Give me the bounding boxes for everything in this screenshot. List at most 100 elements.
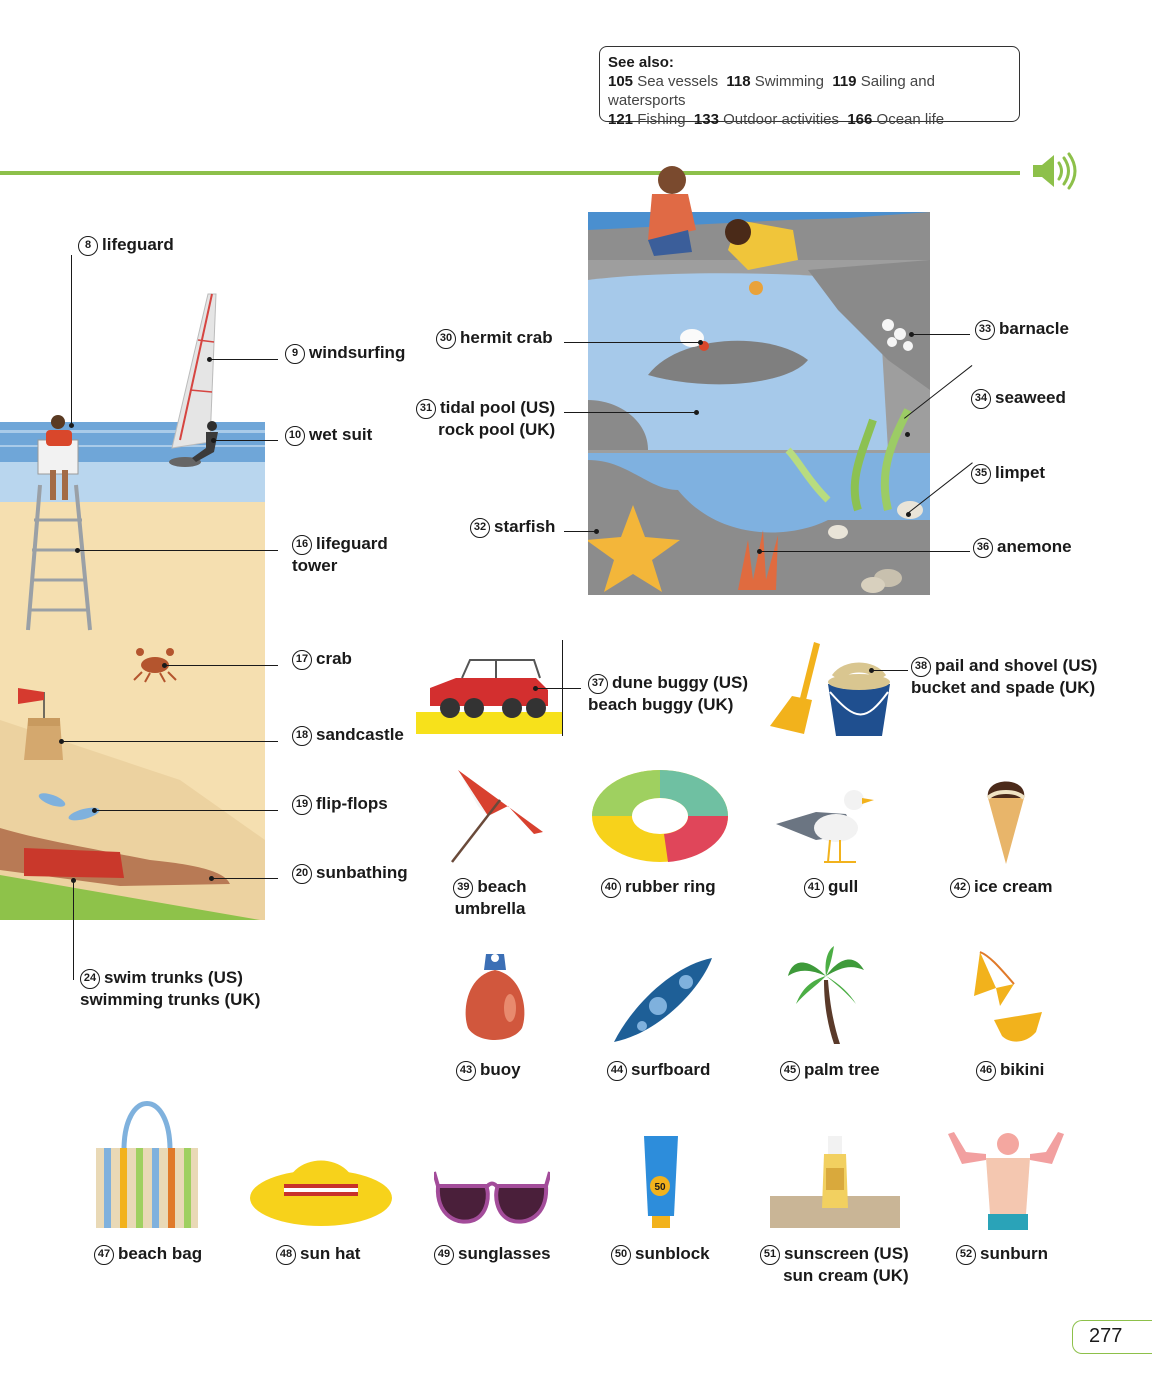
rock-pool-illustration [588,166,930,595]
leader-line [78,550,278,551]
label-text: anemone [997,537,1072,556]
label-number: 50 [611,1245,631,1265]
label-text-line2: tower [292,556,338,575]
starfish [588,505,680,592]
label-sunburn: 52 sunburn [956,1243,1048,1265]
page-number: 277 [1072,1320,1152,1354]
label-number: 31 [416,399,436,419]
ref-page[interactable]: 118 [726,73,751,90]
label-text: sunscreen (US) [784,1244,909,1263]
ref-topic[interactable]: Sea vessels [637,73,719,90]
ref-topic[interactable]: Ocean life [876,111,945,128]
label-text: seaweed [995,388,1066,407]
label-number: 44 [607,1061,627,1081]
leader-line [212,878,278,879]
leader-line [62,741,278,742]
leader-line [535,688,581,689]
label-beach-umbrella: 39 beach umbrella [450,876,530,920]
label-number: 18 [292,726,312,746]
leader-dot [211,438,216,443]
label-number: 8 [78,236,98,256]
label-text: swim trunks (US) [104,968,243,987]
label-text-line2: sun cream (UK) [783,1266,909,1285]
label-text-line2: rock pool (UK) [438,420,556,439]
ice-cream-illustration [986,781,1026,864]
ref-page[interactable]: 166 [847,111,873,128]
label-limpet: 35 limpet [971,462,1045,484]
label-number: 32 [470,518,490,538]
ref-topic[interactable]: Swimming [754,73,824,90]
label-number: 42 [950,878,970,898]
ref-page[interactable]: 121 [608,111,634,128]
label-number: 9 [285,344,305,364]
see-also-box: See also: 105 Sea vessels 118 Swimming 1… [599,46,1020,128]
label-text: rubber ring [625,877,716,896]
leader-dot [594,529,599,534]
gull-illustration [776,790,874,863]
label-text: beach [477,877,527,896]
label-text: buoy [480,1060,521,1079]
bikini-illustration [974,951,1042,1042]
label-number: 16 [292,535,312,555]
label-sandcastle: 18 sandcastle [292,724,404,746]
leader-line [564,531,596,532]
label-beach-bag: 47 beach bag [94,1243,202,1265]
pail-and-shovel-illustration [770,642,890,736]
leader-dot [533,686,538,691]
leader-line [214,440,278,441]
ref-page[interactable]: 119 [832,73,857,90]
leader-dot [207,357,212,362]
ref-topic[interactable]: Outdoor activities [723,111,839,128]
label-text: palm tree [804,1060,880,1079]
ref-page[interactable]: 105 [608,73,634,90]
label-text: wet suit [309,425,373,444]
label-text: barnacle [999,319,1069,338]
label-number: 34 [971,389,991,409]
label-bikini: 46 bikini [976,1059,1044,1081]
rubber-ring-illustration [592,770,729,862]
ref-page[interactable]: 133 [693,111,719,128]
label-text-line2: umbrella [454,899,526,918]
leader-line [71,255,72,425]
label-number: 52 [956,1245,976,1265]
label-text: sunglasses [458,1244,551,1263]
label-sunglasses: 49 sunglasses [434,1243,551,1265]
label-text: flip-flops [316,794,388,813]
label-number: 45 [780,1061,800,1081]
children [648,166,798,295]
ref-topic[interactable]: Fishing [637,111,686,128]
sunburn-illustration [948,1132,1064,1230]
label-text: hermit crab [460,328,553,347]
label-seaweed: 34 seaweed [971,387,1066,409]
section-divider-line [0,171,1020,175]
label-number: 48 [276,1245,296,1265]
crab [133,648,177,683]
leader-dot [694,410,699,415]
label-sun-hat: 48 sun hat [276,1243,360,1265]
lifeguard-figure [46,415,72,500]
label-number: 33 [975,320,995,340]
leader-dot [71,878,76,883]
leader-line [165,665,278,666]
ref-topic[interactable]: Sailing and watersports [608,73,935,109]
label-text: ice cream [974,877,1053,896]
label-text: sunburn [980,1244,1048,1263]
sandcastle [18,688,63,760]
label-ice-cream: 42 ice cream [950,876,1052,898]
leader-dot [905,432,910,437]
label-gull: 41 gull [804,876,858,898]
label-pail-and-shovel: 38 pail and shovel (US) bucket and spade (… [911,655,1097,699]
label-text: gull [828,877,859,896]
leader-line [210,359,278,360]
beach-bag-illustration [96,1101,198,1228]
speaker-icon[interactable] [1030,152,1078,190]
leader-dot [757,549,762,554]
label-dune-buggy: 37 dune buggy (US) beach buggy (UK) [588,672,748,716]
see-also-row-1: 105 Sea vessels 118 Swimming 119 Sailing… [608,72,1011,110]
label-number: 36 [973,538,993,558]
leader-dot [75,548,80,553]
label-number: 47 [94,1245,114,1265]
label-number: 43 [456,1061,476,1081]
label-text: tidal pool (US) [440,398,556,417]
label-hermit-crab: 30 hermit crab [436,327,553,349]
